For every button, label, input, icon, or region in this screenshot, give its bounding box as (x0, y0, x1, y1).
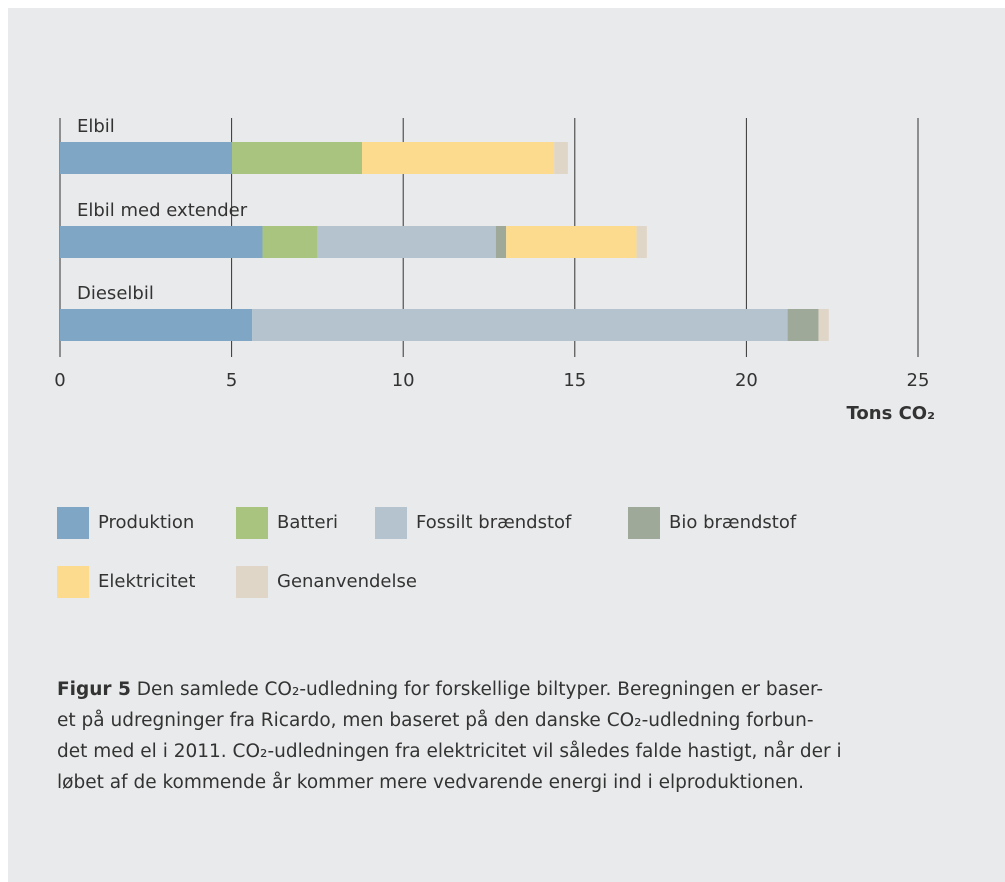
bar-segment (60, 309, 253, 341)
bar-segment (506, 226, 637, 258)
caption-text: Den samlede CO₂-udledning for forskellig… (137, 679, 823, 700)
caption-line: et på udregninger fra Ricardo, men baser… (57, 710, 814, 731)
bar-segment (362, 142, 555, 174)
legend-label: Genanvendelse (277, 571, 417, 592)
legend-swatch (628, 507, 660, 539)
bar-segment (60, 226, 263, 258)
x-tick-label: 10 (392, 370, 415, 391)
legend-swatch (375, 507, 407, 539)
legend-label: Bio brændstof (669, 512, 797, 533)
legend-label: Fossilt brændstof (416, 512, 572, 533)
category-label: Dieselbil (77, 283, 154, 304)
x-tick-label: 5 (226, 370, 237, 391)
x-tick-label: 25 (907, 370, 930, 391)
x-tick-label: 0 (54, 370, 65, 391)
legend-label: Batteri (277, 512, 338, 533)
caption-label: Figur 5 (57, 679, 131, 700)
category-label: Elbil med extender (77, 200, 248, 221)
caption-line: Figur 5 Den samlede CO₂-udledning for fo… (57, 679, 823, 700)
bar-segment (262, 226, 318, 258)
x-tick-label: 20 (735, 370, 758, 391)
bar-segment (317, 226, 496, 258)
legend-swatch (236, 507, 268, 539)
bar-segment (787, 309, 819, 341)
legend-label: Elektricitet (98, 571, 195, 592)
caption-line: det med el i 2011. CO₂-udledningen fra e… (57, 741, 842, 762)
bar-segment (60, 142, 232, 174)
bar-segment (554, 142, 568, 174)
caption-text: et på udregninger fra Ricardo, men baser… (57, 710, 814, 731)
bar-segment (252, 309, 788, 341)
legend-swatch (236, 566, 268, 598)
x-tick-label: 15 (563, 370, 586, 391)
bar-segment (818, 309, 829, 341)
caption-text: det med el i 2011. CO₂-udledningen fra e… (57, 741, 842, 762)
legend-swatch (57, 566, 89, 598)
legend-swatch (57, 507, 89, 539)
x-axis-title: Tons CO₂ (847, 403, 935, 424)
bar-segment (231, 142, 363, 174)
caption-line: løbet af de kommende år kommer mere vedv… (57, 772, 804, 793)
bar-segment (636, 226, 647, 258)
bar-segment (495, 226, 507, 258)
category-label: Elbil (77, 116, 115, 137)
legend-label: Produktion (98, 512, 194, 533)
caption-text: løbet af de kommende år kommer mere vedv… (57, 772, 804, 793)
